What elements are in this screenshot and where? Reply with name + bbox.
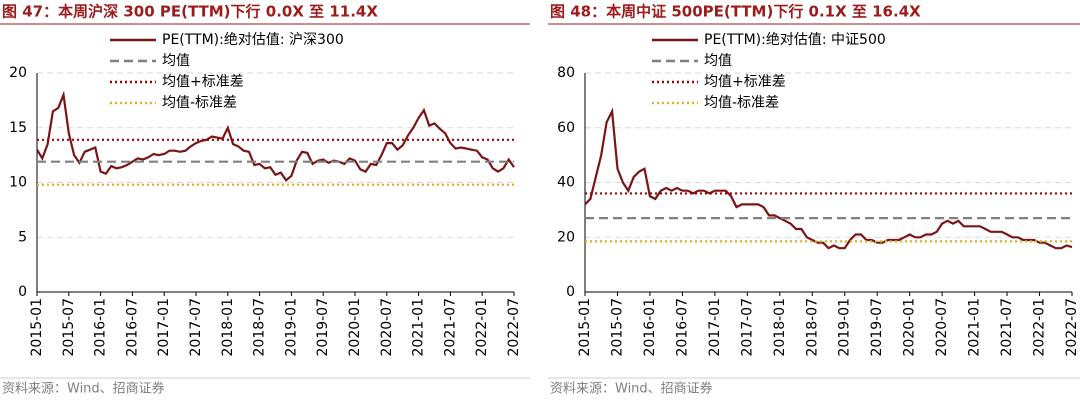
legend-label: 均值-标准差 [162,95,237,111]
legend-label: 均值 [704,53,732,69]
pe-line [36,90,515,182]
x-tick-label: 2022-01 [1032,298,1048,357]
x-tick-label: 2019-07 [869,298,885,357]
x-tick-label: 2016-01 [642,298,658,357]
x-tick-label: 2015-01 [577,298,593,357]
legend-label: PE(TTM):绝对估值: 沪深300 [162,32,344,48]
x-tick-label: 2022-07 [1064,298,1080,357]
x-tick-label: 2021-01 [411,298,427,357]
x-tick-label: 2018-07 [252,298,268,357]
y-tick-label: 20 [557,229,575,245]
x-tick-label: 2021-01 [967,298,983,357]
x-tick-label: 2015-07 [61,298,77,357]
x-tick-label: 2016-07 [674,298,690,357]
y-tick-label: 20 [9,65,27,81]
x-tick-label: 2022-01 [474,298,490,357]
legend-label: PE(TTM):绝对估值: 中证500 [704,32,886,48]
y-tick-label: 0 [566,284,575,300]
y-tick-label: 5 [18,229,27,245]
x-tick-label: 2018-01 [220,298,236,357]
x-tick-label: 2021-07 [999,298,1015,357]
x-tick-label: 2017-07 [739,298,755,357]
x-tick-label: 2020-07 [379,298,395,357]
y-tick-label: 60 [557,120,575,136]
x-tick-label: 2020-01 [347,298,363,357]
x-tick-label: 2018-07 [804,298,820,357]
x-tick-label: 2017-01 [156,298,172,357]
source-note: 资料来源：Wind、招商证券 [550,381,713,397]
pe-line [584,107,1073,250]
x-tick-label: 2019-01 [283,298,299,357]
x-tick-label: 2017-07 [188,298,204,357]
chart-title: 图 47：本周沪深 300 PE(TTM)下行 0.0X 至 11.4X [2,3,378,21]
y-tick-label: 10 [9,175,27,191]
x-tick-label: 2016-07 [124,298,140,357]
source-note: 资料来源：Wind、招商证券 [2,381,165,397]
x-tick-label: 2018-01 [772,298,788,357]
x-tick-label: 2020-01 [902,298,918,357]
x-tick-label: 2019-01 [837,298,853,357]
x-tick-label: 2022-07 [506,298,522,357]
x-tick-label: 2019-07 [315,298,331,357]
y-tick-label: 0 [18,284,27,300]
legend-label: 均值-标准差 [704,95,779,111]
x-tick-label: 2015-01 [29,298,45,357]
x-tick-label: 2015-07 [609,298,625,357]
x-tick-label: 2021-07 [442,298,458,357]
x-tick-label: 2016-01 [93,298,109,357]
x-tick-label: 2020-07 [934,298,950,357]
legend-label: 均值+标准差 [704,74,786,90]
y-tick-label: 80 [557,65,575,81]
legend-label: 均值 [162,53,190,69]
y-tick-label: 15 [9,120,27,136]
legend-label: 均值+标准差 [162,74,244,90]
x-tick-label: 2017-01 [707,298,723,357]
chart-title: 图 48：本周中证 500PE(TTM)下行 0.1X 至 16.4X [550,3,921,21]
y-tick-label: 40 [557,175,575,191]
